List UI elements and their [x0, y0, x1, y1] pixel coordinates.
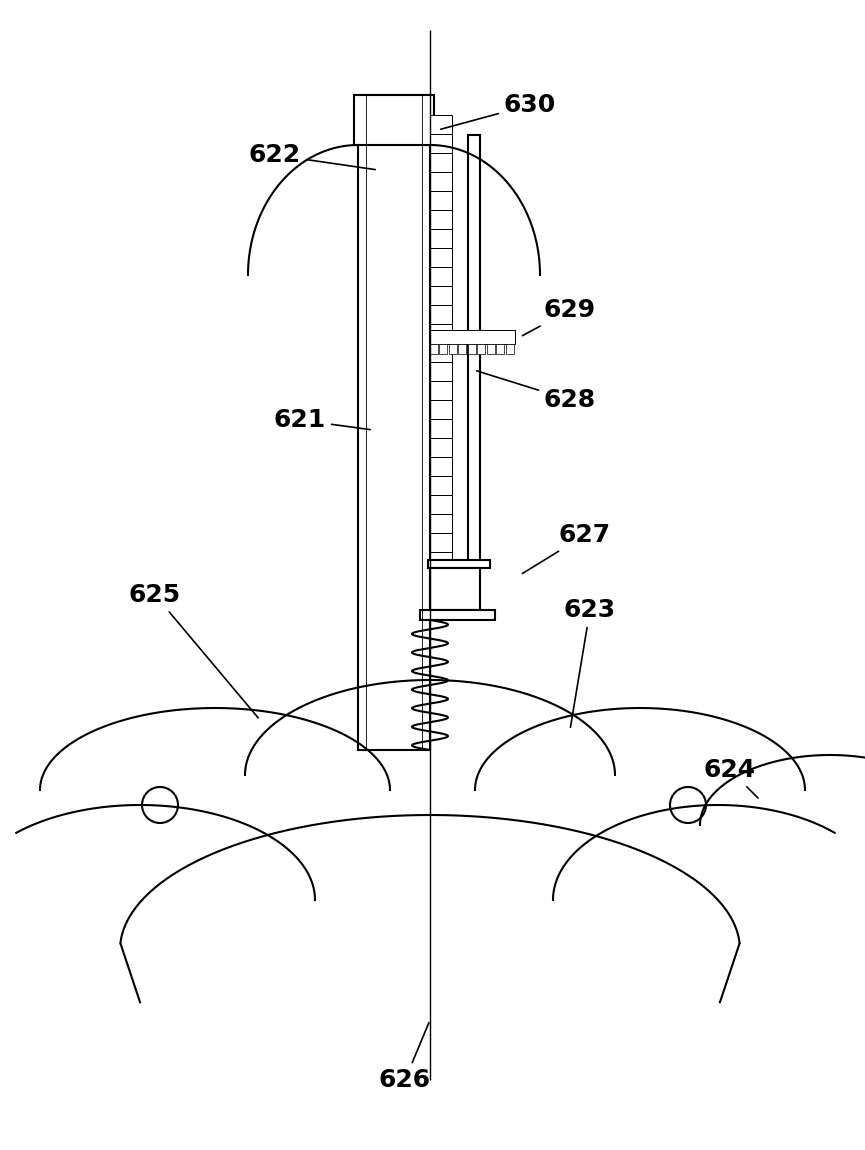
Text: 624: 624 [704, 758, 758, 798]
Bar [430, 135, 452, 153]
Bar [458, 344, 466, 354]
Bar [430, 267, 452, 286]
Bar [430, 362, 452, 381]
Text: 629: 629 [522, 298, 596, 336]
Text: 625: 625 [129, 583, 259, 718]
Bar [430, 514, 452, 532]
Bar [430, 330, 515, 344]
Bar [439, 344, 447, 354]
Bar [430, 324, 452, 343]
Bar [428, 560, 490, 568]
Bar [430, 344, 438, 354]
Bar [430, 494, 452, 514]
Bar [430, 248, 452, 267]
Text: 623: 623 [564, 598, 616, 727]
Bar [430, 457, 452, 476]
Text: 622: 622 [249, 143, 375, 169]
Bar [468, 344, 476, 354]
Bar [430, 305, 452, 324]
Text: 627: 627 [522, 523, 611, 574]
Circle shape [142, 787, 178, 823]
Circle shape [670, 787, 706, 823]
Bar [430, 419, 452, 438]
Bar [505, 344, 514, 354]
Bar [430, 153, 452, 172]
Bar [468, 135, 480, 575]
Text: 630: 630 [440, 93, 556, 129]
Bar [430, 438, 452, 457]
Bar [430, 381, 452, 400]
Text: 628: 628 [477, 370, 596, 412]
Bar [449, 344, 457, 354]
Bar [430, 172, 452, 191]
Bar [430, 568, 480, 610]
Bar [430, 210, 452, 229]
Bar [477, 344, 485, 354]
Bar [430, 532, 452, 552]
Bar [430, 115, 452, 135]
Bar [487, 344, 495, 354]
Bar [430, 476, 452, 494]
Bar [430, 343, 452, 362]
Bar [430, 400, 452, 419]
Bar [430, 286, 452, 305]
Bar [354, 95, 434, 145]
Bar [430, 552, 452, 570]
Text: 626: 626 [379, 1022, 431, 1092]
Bar [358, 95, 430, 750]
Bar [430, 229, 452, 248]
Text: 621: 621 [274, 408, 370, 432]
Bar [420, 610, 495, 620]
Bar [430, 191, 452, 210]
Bar [497, 344, 504, 354]
